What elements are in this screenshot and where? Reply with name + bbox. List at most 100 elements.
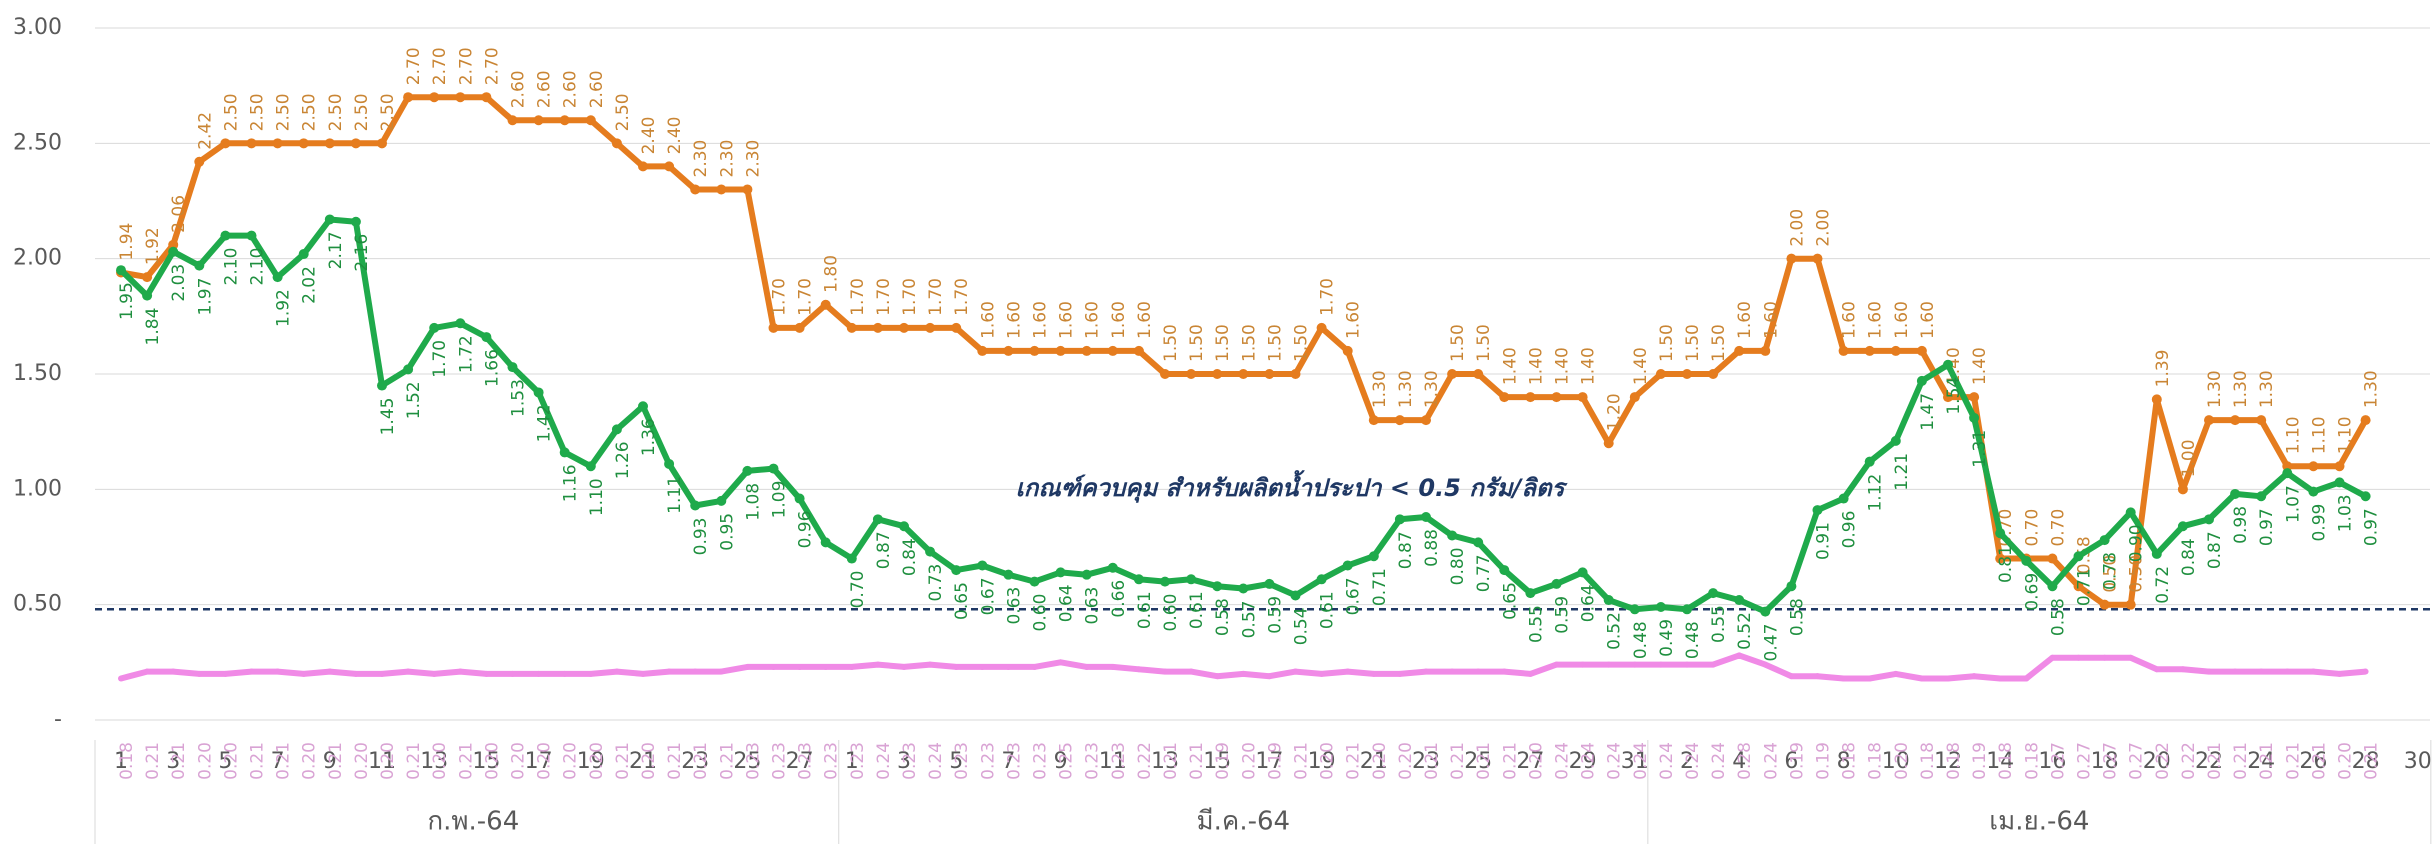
group-label: มี.ค.-64 xyxy=(1197,807,1291,837)
data-label: 1.50 xyxy=(1448,324,1468,362)
data-label: 0.71 xyxy=(2075,568,2095,606)
data-label: 1.47 xyxy=(1918,393,1938,431)
x-tick-label: 7 xyxy=(271,749,285,774)
point xyxy=(1525,392,1536,403)
data-label: 0.20 xyxy=(1370,742,1390,780)
data-label: 0.20 xyxy=(482,742,502,780)
data-label: 0.95 xyxy=(717,513,737,551)
data-label: 0.18 xyxy=(1918,742,1938,780)
point xyxy=(1943,392,1953,403)
x-tick-label: 9 xyxy=(1054,749,1068,774)
point xyxy=(1188,668,1195,675)
data-label: 0.21 xyxy=(1422,742,1442,780)
data-label: 1.40 xyxy=(1631,347,1651,385)
x-tick-label: 17 xyxy=(525,749,553,774)
point xyxy=(1631,661,1638,668)
point xyxy=(1055,567,1066,578)
point xyxy=(2336,670,2343,677)
data-label: 0.70 xyxy=(848,571,868,609)
data-label: 1.30 xyxy=(2257,370,2277,408)
data-label: 1.70 xyxy=(900,278,920,316)
data-label: 0.71 xyxy=(1370,568,1390,606)
data-label: 1.21 xyxy=(1892,453,1912,491)
point xyxy=(1473,537,1484,548)
data-label: 2.60 xyxy=(535,70,555,108)
data-label: 0.64 xyxy=(1579,584,1599,622)
point xyxy=(272,272,283,283)
data-label: 0.88 xyxy=(1422,529,1442,567)
data-label: 0.63 xyxy=(1004,587,1024,625)
data-label: 2.50 xyxy=(300,93,320,131)
data-label: 1.30 xyxy=(1396,370,1416,408)
point xyxy=(350,216,361,227)
data-label: 1.60 xyxy=(1761,301,1781,339)
data-label: 1.30 xyxy=(2362,370,2382,408)
data-label: 2.10 xyxy=(221,248,241,286)
point xyxy=(1368,415,1379,426)
point xyxy=(1786,253,1797,264)
data-label: 1.08 xyxy=(743,483,763,521)
data-label: 2.70 xyxy=(430,47,450,85)
x-tick-label: 21 xyxy=(629,749,657,774)
data-label: 1.60 xyxy=(1031,301,1051,339)
data-label: 0.24 xyxy=(1553,742,1573,780)
point xyxy=(977,345,988,356)
point xyxy=(220,230,231,241)
point xyxy=(142,290,153,301)
point xyxy=(899,521,909,532)
data-label: 1.92 xyxy=(274,289,294,327)
x-tick-label: 26 xyxy=(2299,749,2327,774)
data-label: 0.52 xyxy=(1735,612,1755,650)
x-tick-label: 5 xyxy=(949,749,963,774)
point xyxy=(1003,345,1014,356)
point xyxy=(794,493,805,504)
data-label: 1.54 xyxy=(1944,377,1964,415)
point xyxy=(1579,661,1586,668)
data-label: 0.23 xyxy=(1083,742,1103,780)
data-label: 0.18 xyxy=(117,742,137,780)
data-label: 0.24 xyxy=(1631,742,1651,780)
point xyxy=(1655,369,1666,379)
data-label: 1.30 xyxy=(2205,370,2225,408)
point xyxy=(2151,394,2162,405)
data-label: 1.70 xyxy=(874,278,894,316)
data-label: 0.58 xyxy=(2048,598,2068,636)
data-label: 1.30 xyxy=(1422,370,1442,408)
point xyxy=(1918,675,1925,682)
point xyxy=(403,364,414,375)
point xyxy=(1135,666,1142,673)
point xyxy=(1212,369,1223,379)
data-label: 0.55 xyxy=(1526,605,1546,643)
point xyxy=(196,670,203,677)
data-label: 0.70 xyxy=(2048,509,2068,547)
y-tick-label: 1.00 xyxy=(13,476,62,501)
point xyxy=(2047,553,2058,564)
point xyxy=(2232,668,2239,675)
point xyxy=(2073,581,2084,592)
data-label: 1.97 xyxy=(195,278,215,316)
point xyxy=(770,663,777,670)
data-label: 0.24 xyxy=(1761,742,1781,780)
point xyxy=(2284,668,2291,675)
point xyxy=(1266,673,1273,680)
point xyxy=(1264,369,1275,379)
point xyxy=(1133,345,1144,356)
data-label: 0.61 xyxy=(1135,591,1155,629)
point xyxy=(1866,675,1873,682)
point xyxy=(1814,673,1821,680)
data-label: 1.60 xyxy=(1918,301,1938,339)
data-label: 1.70 xyxy=(770,278,790,316)
data-label: 2.60 xyxy=(561,70,581,108)
x-tick-label: 13 xyxy=(1151,749,1179,774)
x-tick-label: 20 xyxy=(2143,749,2171,774)
point xyxy=(222,670,229,677)
data-label: 0.21 xyxy=(2231,742,2251,780)
data-label: 0.55 xyxy=(1709,605,1729,643)
point xyxy=(1890,435,1901,446)
point xyxy=(533,387,544,398)
data-label: 1.45 xyxy=(378,398,398,436)
data-label: 1.40 xyxy=(1553,347,1573,385)
x-tick-label: 22 xyxy=(2195,749,2223,774)
data-label: 1.40 xyxy=(1944,347,1964,385)
data-label: 2.50 xyxy=(248,93,268,131)
